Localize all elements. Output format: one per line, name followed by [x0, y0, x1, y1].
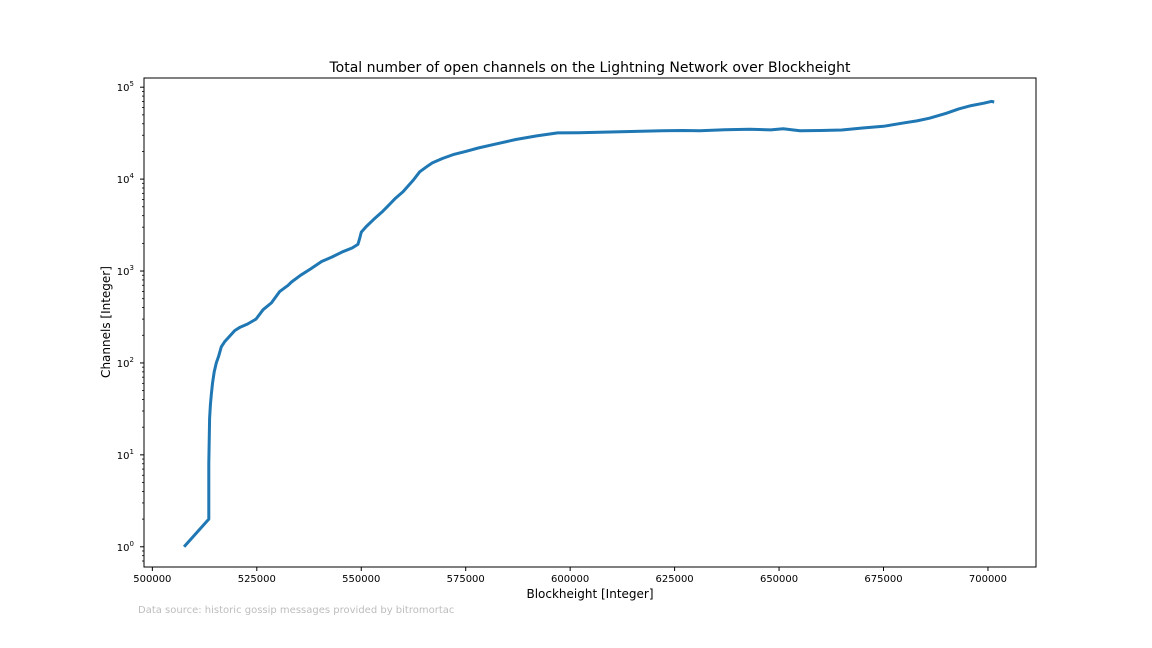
y-tick-label: 103 [117, 264, 134, 278]
x-tick-label: 625000 [656, 574, 694, 585]
x-tick-label: 525000 [238, 574, 276, 585]
data-source-note: Data source: historic gossip messages pr… [138, 605, 455, 616]
x-tick-label: 600000 [551, 574, 589, 585]
axes-frame [143, 77, 1037, 568]
x-tick-label: 650000 [760, 574, 798, 585]
series-line-0 [182, 99, 995, 548]
y-axis: 100 101 102 103 104 105 [117, 80, 144, 562]
x-tick-label: 500000 [133, 574, 171, 585]
x-tick-label: 675000 [864, 574, 902, 585]
x-tick-label: 575000 [447, 574, 485, 585]
y-tick-label: 104 [117, 172, 135, 186]
y-tick-label: 101 [117, 448, 134, 462]
y-tick-label: 105 [117, 80, 134, 94]
chart-title: Total number of open channels on the Lig… [328, 60, 851, 76]
x-axis-label: Blockheight [Integer] [526, 587, 653, 601]
y-axis-label: Channels [Integer] [99, 266, 113, 378]
y-tick-label: 100 [117, 540, 134, 554]
x-tick-label: 700000 [969, 574, 1007, 585]
x-tick-label: 550000 [342, 574, 380, 585]
y-tick-label: 102 [117, 356, 134, 370]
x-axis: 500000 525000 550000 575000 600000 625000 6500… [133, 567, 1007, 585]
plot-area [182, 99, 995, 548]
